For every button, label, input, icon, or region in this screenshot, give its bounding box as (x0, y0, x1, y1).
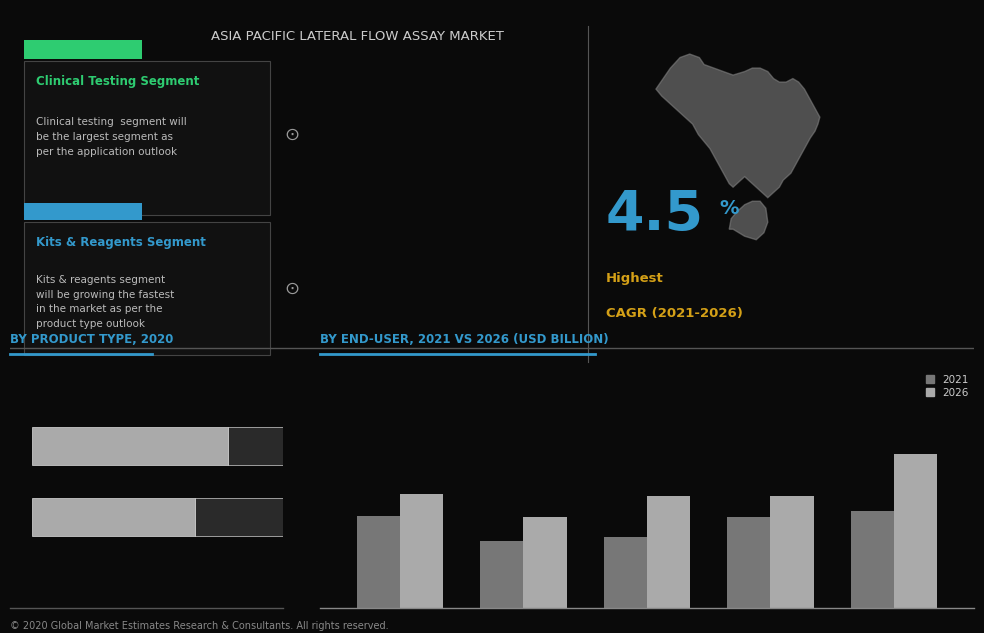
Text: %: % (719, 199, 739, 218)
Text: Kits & reagents segment
will be growing the fastest
in the market as per the
pro: Kits & reagents segment will be growing … (35, 275, 174, 329)
Bar (31, 427, 228, 465)
Bar (25, 222, 271, 355)
Bar (25, 61, 271, 215)
Bar (228, 427, 288, 465)
Bar (523, 517, 567, 608)
Text: ⊙: ⊙ (284, 125, 300, 144)
Bar (356, 516, 400, 608)
Bar (480, 541, 523, 608)
Bar (400, 494, 443, 608)
Text: ASIA PACIFIC LATERAL FLOW ASSAY MARKET: ASIA PACIFIC LATERAL FLOW ASSAY MARKET (211, 30, 504, 42)
Bar (31, 498, 195, 536)
Bar (603, 537, 646, 608)
Text: Kits & Reagents Segment: Kits & Reagents Segment (35, 236, 206, 249)
Text: BY END-USER, 2021 VS 2026 (USD BILLION): BY END-USER, 2021 VS 2026 (USD BILLION) (320, 332, 608, 346)
Text: © 2020 Global Market Estimates Research & Consultants. All rights reserved.: © 2020 Global Market Estimates Research … (10, 621, 389, 631)
Bar (25, 203, 143, 220)
Bar (893, 454, 937, 608)
Polygon shape (729, 201, 768, 240)
Bar (646, 496, 690, 608)
Legend: 2021, 2026: 2021, 2026 (926, 375, 969, 398)
Bar (727, 517, 770, 608)
Text: Clinical testing  segment will
be the largest segment as
per the application out: Clinical testing segment will be the lar… (35, 117, 187, 157)
Text: ⊙: ⊙ (284, 280, 300, 298)
Polygon shape (656, 54, 820, 197)
Text: 4.5: 4.5 (606, 188, 704, 242)
Bar (850, 511, 893, 608)
Text: Highest: Highest (606, 272, 663, 285)
Bar (195, 498, 282, 536)
Bar (25, 40, 143, 60)
Text: CAGR (2021-2026): CAGR (2021-2026) (606, 307, 743, 320)
Text: Clinical Testing Segment: Clinical Testing Segment (35, 75, 199, 88)
Bar (770, 496, 814, 608)
Text: BY PRODUCT TYPE, 2020: BY PRODUCT TYPE, 2020 (10, 332, 173, 346)
